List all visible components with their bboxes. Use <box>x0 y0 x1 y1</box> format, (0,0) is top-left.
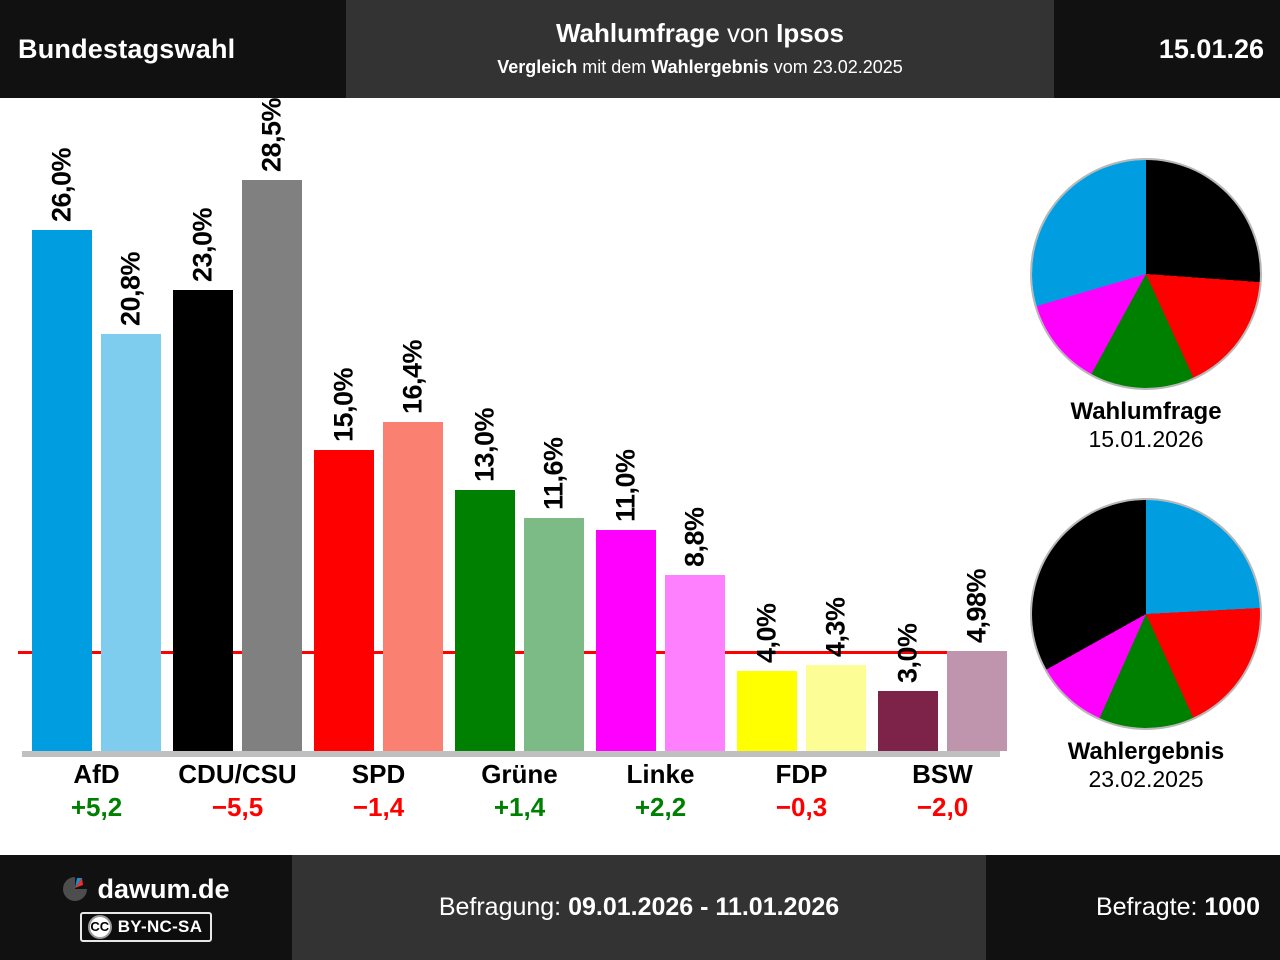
title-institute: Ipsos <box>776 17 845 48</box>
bar-value-label: 11,6% <box>538 437 569 511</box>
party-label-cdu-csu: CDU/CSU <box>178 759 297 789</box>
bar-fdp-result: 4,3% <box>806 597 866 751</box>
bar-value-label: 3,0% <box>892 623 923 683</box>
brand-name: dawum.de <box>97 873 230 904</box>
subtitle-compare: Vergleich <box>497 56 578 77</box>
bar-linke-result: 8,8% <box>665 507 725 751</box>
pie-chart <box>1032 500 1260 728</box>
pie-block-poll: Wahlumfrage 15.01.2026 <box>1012 160 1280 453</box>
bar-grüne-poll: 13,0% <box>455 408 515 751</box>
party-label-bsw: BSW <box>912 759 973 789</box>
party-delta-linke: +2,2 <box>634 792 687 822</box>
bar-linke-poll: 11,0% <box>596 450 656 751</box>
title-connector: von <box>726 17 769 48</box>
pie-block-result: Wahlergebnis 23.02.2025 <box>1012 500 1280 793</box>
cc-icon: CC <box>87 914 112 939</box>
pie-title: Wahlumfrage <box>1070 398 1222 425</box>
survey-range: 09.01.2026 - 11.01.2026 <box>568 893 840 921</box>
bar-fdp-poll: 4,0% <box>737 603 797 751</box>
bar-value-label: 8,8% <box>679 507 710 567</box>
bar-value-label: 16,4% <box>397 340 428 415</box>
party-delta-fdp: −0,3 <box>775 792 828 822</box>
respondents-text: Befragte: 1000 <box>1096 893 1260 922</box>
bar-afd-result: 20,8% <box>101 252 161 751</box>
party-delta-bsw: −2,0 <box>916 792 969 822</box>
respondents-label: Befragte: <box>1095 893 1198 921</box>
party-label-grüne: Grüne <box>481 759 558 789</box>
header-election-name: Bundestagswahl <box>0 0 346 98</box>
footer-brand-block: dawum.de CC BY-NC-SA <box>0 855 292 960</box>
survey-period-text: Befragung: 09.01.2026 - 11.01.2026 <box>439 893 839 922</box>
bar-value-label: 28,5% <box>256 97 287 172</box>
pie-chart-panel: Wahlumfrage 15.01.2026 Wahlergebnis 23.02.2… <box>1012 98 1280 855</box>
bar-cdu-csu-result: 28,5% <box>242 98 302 751</box>
header-date-badge: 15.01.26 <box>1054 0 1280 98</box>
respondents-value: 1000 <box>1204 893 1260 921</box>
subtitle-connector: mit dem <box>582 56 647 77</box>
page-title: Wahlumfrage von Ipsos <box>555 17 845 49</box>
bar-value-label: 4,3% <box>820 597 851 657</box>
bar-value-label: 4,0% <box>751 603 782 663</box>
bar-spd-poll: 15,0% <box>314 368 374 751</box>
poll-date-short: 15.01.26 <box>1158 33 1264 64</box>
page-subtitle: Vergleich mit dem Wahlergebnis vom 23.02… <box>497 56 903 79</box>
survey-label: Befragung: <box>438 893 562 921</box>
license-label: BY-NC-SA <box>117 916 203 936</box>
header-title-block: Wahlumfrage von Ipsos Vergleich mit dem … <box>346 0 1054 98</box>
bar-chart-plot: 26,0% 20,8% AfD +5,2 23,0% 28,5% CDU/CSU −5,5 15… <box>0 98 1012 855</box>
bar-cdu-csu-poll: 23,0% <box>173 208 233 751</box>
bar-value-label: 26,0% <box>46 147 77 222</box>
bar-bsw-poll: 3,0% <box>878 623 938 751</box>
subtitle-date: vom 23.02.2025 <box>773 56 903 77</box>
bar-spd-result: 16,4% <box>383 340 443 751</box>
pie-chart <box>1032 160 1260 388</box>
creative-commons-badge[interactable]: CC BY-NC-SA <box>79 911 213 942</box>
footer-survey-period: Befragung: 09.01.2026 - 11.01.2026 <box>292 855 986 960</box>
brand[interactable]: dawum.de <box>62 873 230 905</box>
party-label-spd: SPD <box>351 759 406 789</box>
party-label-afd: AfD <box>73 759 120 789</box>
bar-bsw-result: 4,98% <box>947 569 1007 751</box>
pie-title: Wahlergebnis <box>1067 738 1225 765</box>
party-delta-spd: −1,4 <box>352 792 405 822</box>
party-label-linke: Linke <box>626 759 695 789</box>
chart-area: 26,0% 20,8% AfD +5,2 23,0% 28,5% CDU/CSU −5,5 15… <box>0 98 1012 855</box>
bar-afd-poll: 26,0% <box>32 148 92 751</box>
bar-grüne-result: 11,6% <box>524 438 584 751</box>
bar-value-label: 20,8% <box>115 251 146 326</box>
chart-baseline-axis <box>22 751 1000 757</box>
header-bar: Bundestagswahl Wahlumfrage von Ipsos Ver… <box>0 0 1280 98</box>
party-delta-cdu-csu: −5,5 <box>211 792 264 822</box>
party-label-fdp: FDP <box>775 759 828 789</box>
footer-respondents: Befragte: 1000 <box>986 855 1280 960</box>
party-delta-grüne: +1,4 <box>493 792 546 822</box>
bar-value-label: 4,98% <box>961 569 992 644</box>
footer-bar: dawum.de CC BY-NC-SA Befragung: 09.01.20… <box>0 855 1280 960</box>
bar-value-label: 11,0% <box>610 449 641 523</box>
bar-value-label: 13,0% <box>469 408 500 483</box>
party-delta-afd: +5,2 <box>70 792 123 822</box>
dawum-logo-icon <box>63 877 88 901</box>
election-label: Bundestagswahl <box>18 33 236 64</box>
pie-date: 23.02.2025 <box>1088 765 1204 792</box>
title-type: Wahlumfrage <box>555 17 720 48</box>
bar-value-label: 23,0% <box>187 207 218 282</box>
subtitle-result: Wahlergebnis <box>651 56 769 77</box>
bar-value-label: 15,0% <box>328 368 359 443</box>
pie-date: 15.01.2026 <box>1088 425 1204 452</box>
